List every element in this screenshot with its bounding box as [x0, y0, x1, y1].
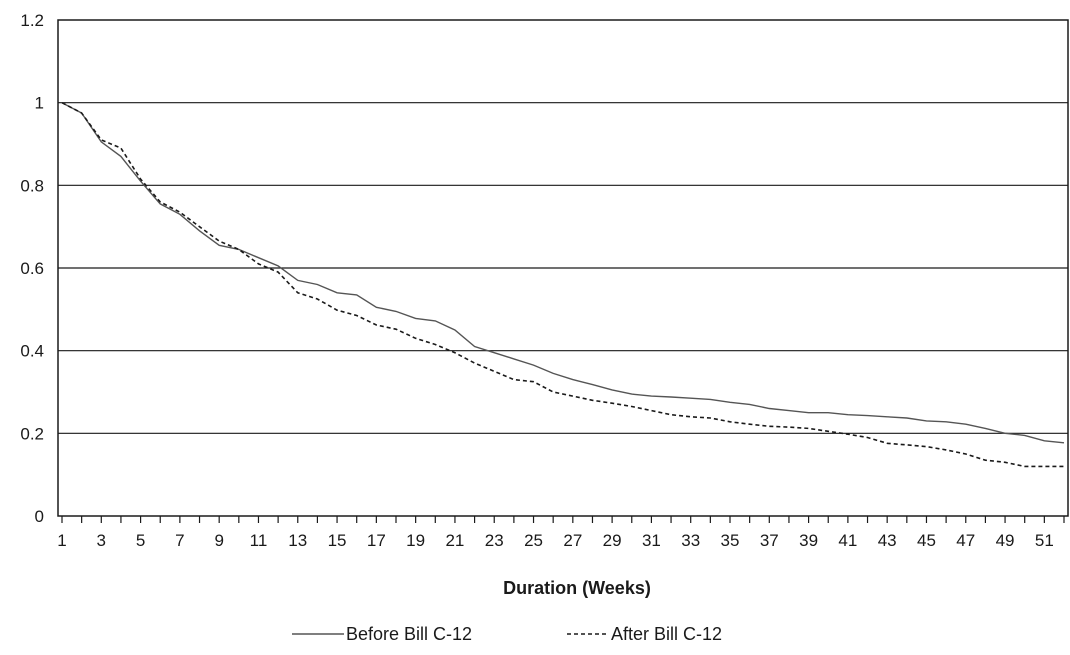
series-line-after: [61, 101, 1064, 468]
x-tick-label-27: 27: [563, 531, 582, 550]
x-tick-label-39: 39: [799, 531, 818, 550]
series-layer: [61, 101, 1065, 468]
x-tick-label-23: 23: [485, 531, 504, 550]
x-tick-label-7: 7: [175, 531, 184, 550]
y-tick-label-4: 0.8: [20, 176, 44, 195]
legend: Before Bill C-12 After Bill C-12: [292, 624, 722, 644]
x-tick-label-41: 41: [838, 531, 857, 550]
x-tick-label-17: 17: [367, 531, 386, 550]
x-tick-label-5: 5: [136, 531, 145, 550]
x-tick-label-3: 3: [97, 531, 106, 550]
x-tick-label-33: 33: [681, 531, 700, 550]
y-axis: 0 0.2 0.4 0.6 0.8 1 1.2: [20, 11, 44, 526]
x-tick-label-35: 35: [721, 531, 740, 550]
x-tick-label-37: 37: [760, 531, 779, 550]
y-tick-label-5: 1: [35, 94, 44, 113]
x-tick-label-15: 15: [328, 531, 347, 550]
gridlines: [58, 102, 1068, 434]
x-tick-label-13: 13: [288, 531, 307, 550]
series-line-before: [61, 102, 1065, 444]
x-tick-label-19: 19: [406, 531, 425, 550]
x-tick-label-11: 11: [250, 531, 268, 550]
x-tick-label-51: 51: [1035, 531, 1054, 550]
y-tick-label-3: 0.6: [20, 259, 44, 278]
x-axis-title: Duration (Weeks): [503, 578, 651, 598]
x-tick-label-45: 45: [917, 531, 936, 550]
x-tick-label-21: 21: [445, 531, 464, 550]
legend-label-before: Before Bill C-12: [346, 624, 472, 644]
x-tick-label-25: 25: [524, 531, 543, 550]
y-tick-label-2: 0.4: [20, 342, 44, 361]
x-tick-label-49: 49: [996, 531, 1015, 550]
x-axis: 1 3 5 7 9 11 13 15 17 19 21 23 25 27 29 31 33 35 37 39 41 43 4…: [57, 516, 1065, 550]
x-tick-label-43: 43: [878, 531, 897, 550]
y-tick-label-6: 1.2: [20, 11, 44, 30]
plot-area: [57, 19, 1069, 517]
x-tick-label-1: 1: [57, 531, 66, 550]
legend-label-after: After Bill C-12: [611, 624, 722, 644]
x-tick-label-47: 47: [956, 531, 975, 550]
x-tick-label-9: 9: [214, 531, 223, 550]
x-tick-label-29: 29: [603, 531, 622, 550]
y-tick-label-1: 0.2: [20, 424, 44, 443]
y-tick-label-0: 0: [35, 507, 44, 526]
x-tick-label-31: 31: [642, 531, 661, 550]
